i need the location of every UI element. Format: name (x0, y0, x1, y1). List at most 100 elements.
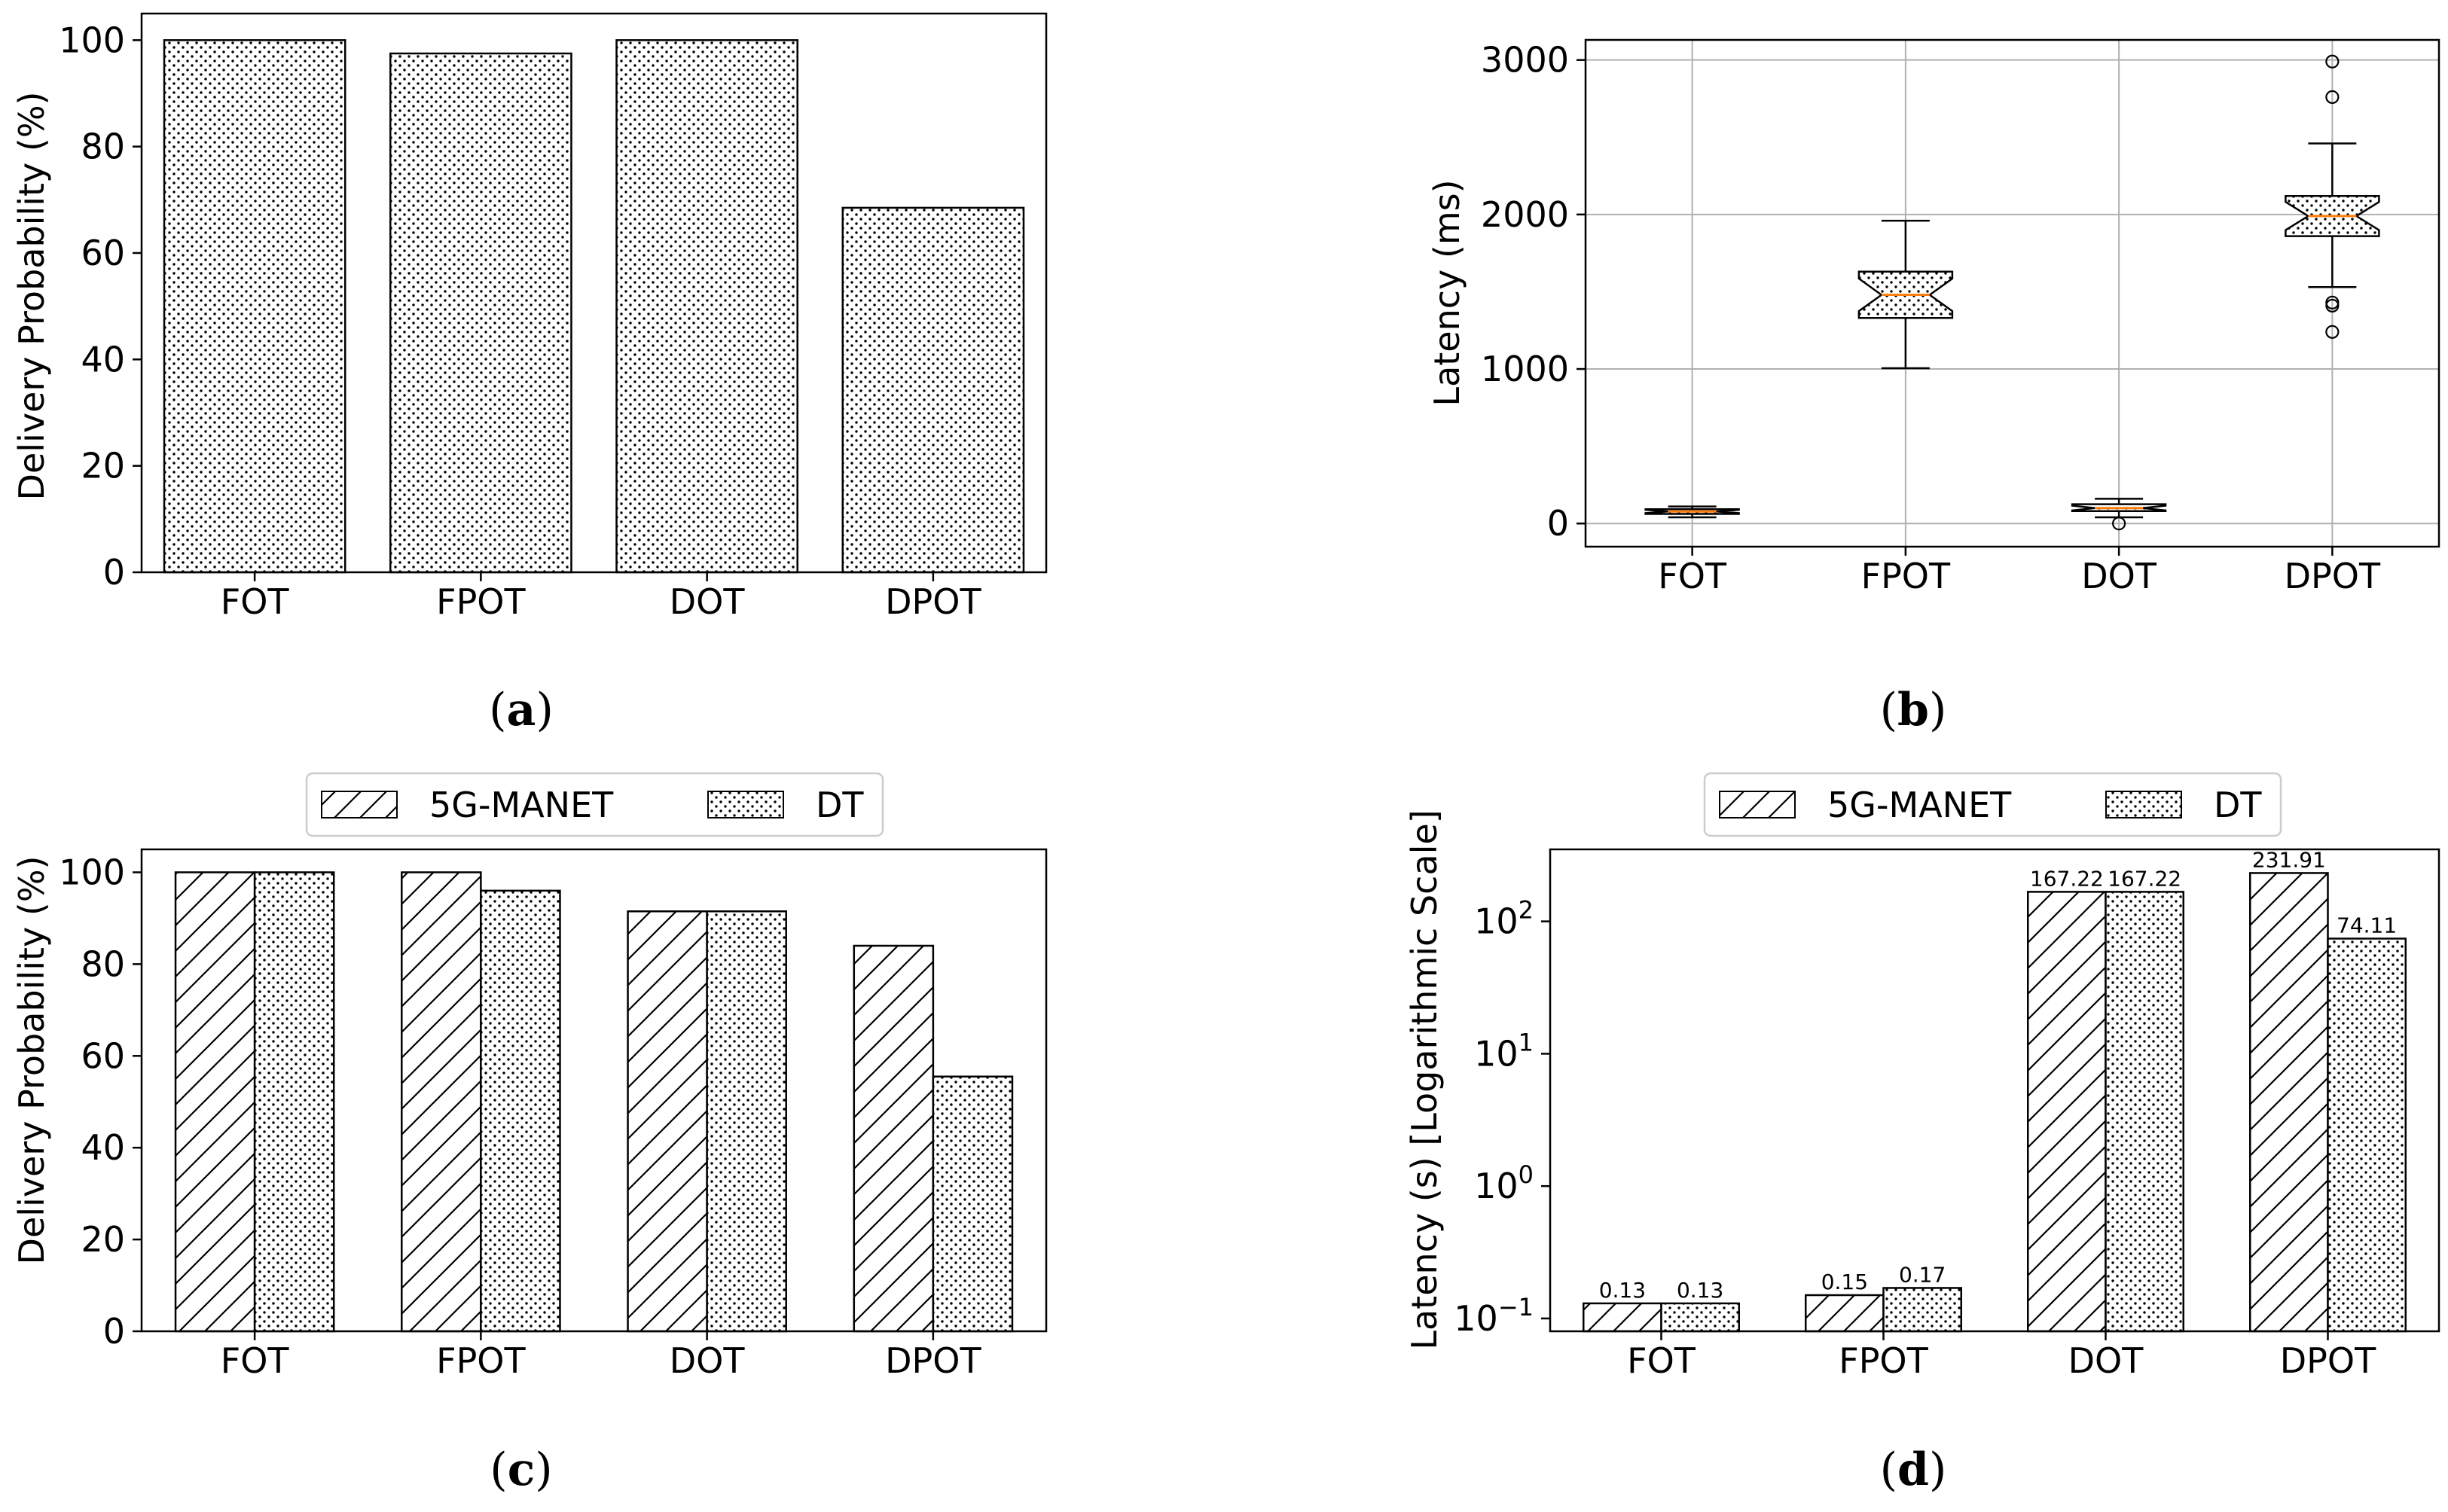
panel-d-ylabel: Latency (s) [Logarithmic Scale] (1404, 809, 1445, 1349)
panel-d-marks: 10−1 100 101 102 0.13 0.13 FOT 0.15 0.17 FPOT 167.… (1454, 847, 2440, 1381)
panel-c-ytick-label: 0 (103, 1311, 125, 1352)
panel-c-ytick-label: 80 (81, 943, 125, 984)
panel-d-ytick-label: 102 (1474, 896, 1534, 942)
panel-d-ytick-label: 101 (1474, 1028, 1534, 1074)
panel-a-ytick-label: 80 (81, 127, 125, 167)
panel-c-ylabel: Delivery Probability (%) (11, 856, 52, 1265)
panel-d-log-bar-chart: Latency (s) [Logarithmic Scale] 5G-MANET… (1404, 772, 2440, 1496)
panel-d-legend-label-dt: DT (2214, 785, 2262, 825)
panel-b-outlier-dot (2112, 517, 2126, 531)
panel-c-bar-dt-fot (253, 871, 335, 1333)
panel-c-grouped-bar-chart: Delivery Probability (%) 5G-MANET DT 0 20… (11, 772, 1048, 1496)
panel-d-xtick-label-dot: DOT (2068, 1340, 2144, 1381)
panel-a-ytick-label: 40 (81, 339, 125, 380)
panel-c-legend-label-dt: DT (816, 785, 864, 825)
panel-d-legend-label-5g-manet: 5G-MANET (1827, 785, 2012, 825)
panel-d-bar-dt-dot (2105, 891, 2184, 1333)
panel-d-bar-dt-dpot (2327, 937, 2407, 1333)
panel-a-xtick-label-dpot: DPOT (885, 581, 981, 622)
panel-a-xtick-label-fpot: FPOT (436, 581, 526, 622)
panel-d-bar-5g-manet-fot (1583, 1302, 1662, 1333)
panel-c-ytick-label: 60 (81, 1035, 125, 1076)
panel-b-xtick-label-dpot: DPOT (2285, 556, 2381, 596)
panel-d-xtick-label-dpot: DPOT (2280, 1340, 2376, 1381)
panel-b-axes-frame (1584, 38, 2440, 548)
panel-b-outlier-dpot (2325, 54, 2340, 69)
panel-c-ytick-label: 20 (81, 1219, 125, 1260)
panel-a-caption: (a) (489, 684, 554, 736)
panel-d-xtick-label-fot: FOT (1627, 1340, 1696, 1381)
panel-d-ytick-label: 100 (1474, 1160, 1534, 1206)
panel-b-ytick-label: 0 (1547, 503, 1569, 544)
panel-d-value-label-5g-manet-fot: 0.13 (1599, 1278, 1646, 1303)
panel-b-xtick-label-fpot: FPOT (1861, 556, 1951, 596)
panel-b-box-plot: Latency (ms) 0 1000 2000 3000 FOT FPOT DOT DPOT… (1427, 38, 2440, 736)
panel-d-bar-5g-manet-dpot (2249, 872, 2329, 1333)
panel-a-bar-chart: Delivery Probability (%) 0 20 40 60 80 100 FOT… (11, 12, 1048, 736)
panel-d-value-label-dt-fpot: 0.17 (1899, 1262, 1946, 1287)
panel-d-value-label-dt-dpot: 74.11 (2337, 913, 2397, 938)
panel-c-ytick-label: 100 (59, 852, 125, 892)
panel-b-ytick-label: 1000 (1481, 349, 1569, 389)
panel-a-ylabel: Delivery Probability (%) (11, 92, 52, 501)
panel-a-bar-fpot (389, 52, 572, 574)
panel-d-bar-5g-manet-fpot (1805, 1294, 1885, 1333)
panel-d-value-label-5g-manet-fpot: 0.15 (1821, 1270, 1868, 1294)
panel-d-legend: 5G-MANET DT (1703, 772, 2282, 837)
panel-a-axes-frame (140, 12, 1048, 574)
panel-d-legend-swatch-5g-manet (1719, 791, 1796, 818)
panel-d-caption: (d) (1880, 1443, 1947, 1496)
panel-c-legend-frame (305, 772, 884, 837)
panel-a-bar-dot (615, 39, 798, 574)
panel-c-xtick-label-dpot: DPOT (885, 1340, 981, 1381)
panel-a-bar-fot (163, 39, 346, 574)
panel-b-outlier-dpot (2325, 90, 2340, 105)
panel-b-xtick-label-fot: FOT (1658, 556, 1727, 596)
panel-c-bar-dt-dpot (932, 1075, 1014, 1333)
panel-c-xtick-label-fpot: FPOT (436, 1340, 526, 1381)
panel-b-ylabel: Latency (ms) (1427, 179, 1467, 406)
panel-d-bar-dt-fot (1660, 1302, 1740, 1333)
panel-a-xtick-label-fot: FOT (221, 581, 290, 622)
panel-a-bar-dpot (841, 206, 1025, 574)
panel-d-xtick-label-fpot: FPOT (1839, 1340, 1928, 1381)
panel-d-axes-frame (1549, 848, 2440, 1333)
panel-b-xtick-label-dot: DOT (2081, 556, 2157, 596)
panel-a-ytick-label: 100 (59, 20, 125, 60)
panel-d-ytick-label: 10−1 (1454, 1293, 1534, 1339)
panel-a-xtick-label-dot: DOT (670, 581, 746, 622)
panel-c-axes-frame (140, 848, 1048, 1333)
panel-c-bar-5g-manet-dpot (853, 944, 935, 1333)
panel-c-marks: 0 20 40 60 80 100 FOT FPOT DOT DPOT (59, 848, 1048, 1381)
panel-d-bar-dt-fpot (1882, 1287, 1962, 1333)
panel-d-bar-5g-manet-dot (2027, 891, 2107, 1333)
panel-c-caption: (c) (490, 1443, 552, 1496)
panel-b-ytick-label: 2000 (1481, 194, 1569, 235)
panel-c-bar-5g-manet-dot (627, 910, 708, 1333)
panel-b-ytick-label: 3000 (1481, 40, 1569, 81)
panel-d-value-label-dt-dot: 167.22 (2108, 866, 2181, 891)
panel-c-ytick-label: 40 (81, 1127, 125, 1168)
panel-c-xtick-label-dot: DOT (670, 1340, 746, 1381)
panel-b-outlier-dpot (2325, 298, 2340, 313)
panel-c-bar-dt-dot (706, 910, 787, 1333)
panel-c-bar-5g-manet-fot (174, 871, 256, 1333)
panel-a-ytick-label: 0 (103, 552, 125, 593)
panel-d-legend-frame (1703, 772, 2282, 837)
panel-b-caption: (b) (1880, 684, 1947, 736)
panel-a-marks: 0 20 40 60 80 100 FOT FPOT DOT DPOT (59, 12, 1048, 622)
panel-c-bar-5g-manet-fpot (401, 871, 482, 1333)
panel-c-xtick-label-fot: FOT (221, 1340, 290, 1381)
panel-c-legend-swatch-dt (707, 791, 784, 818)
panel-a-ytick-label: 20 (81, 446, 125, 486)
panel-a-ytick-label: 60 (81, 233, 125, 273)
panel-c-legend: 5G-MANET DT (305, 772, 884, 837)
panel-d-value-label-5g-manet-dot: 167.22 (2030, 866, 2104, 891)
panel-d-legend-swatch-dt (2105, 791, 2182, 818)
panel-d-value-label-dt-fot: 0.13 (1677, 1278, 1723, 1303)
panel-b-outlier-dpot (2325, 325, 2340, 339)
panel-c-legend-label-5g-manet: 5G-MANET (429, 785, 614, 825)
panel-b-marks: 0 1000 2000 3000 FOT FPOT DOT DPOT (1481, 38, 2440, 596)
panel-c-legend-swatch-5g-manet (321, 791, 398, 818)
